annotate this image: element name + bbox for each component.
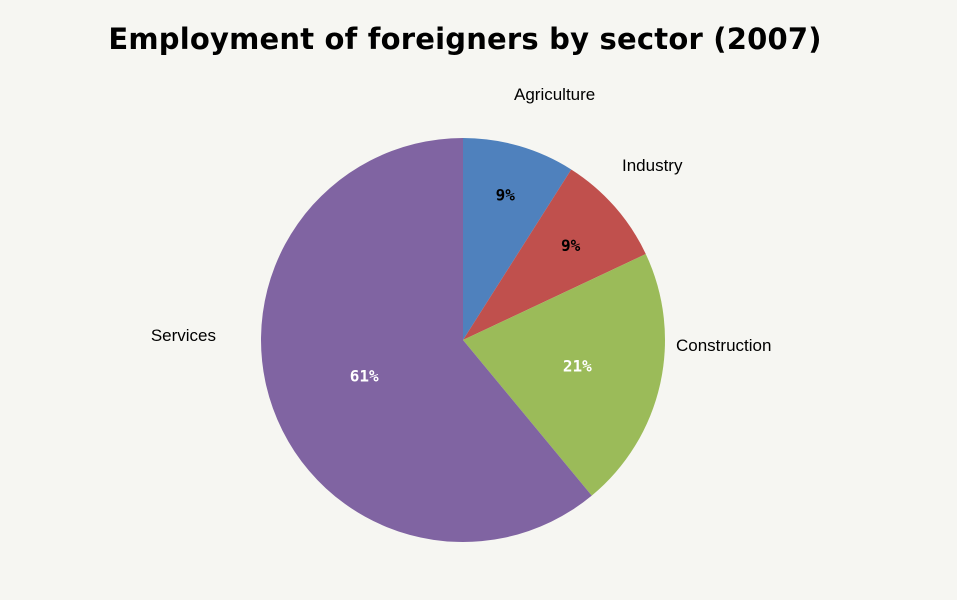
category-label-industry: Industry bbox=[622, 156, 683, 175]
data-label-agriculture: 9% bbox=[496, 186, 516, 205]
chart-title: Employment of foreigners by sector (2007… bbox=[108, 22, 822, 56]
data-label-industry: 9% bbox=[561, 236, 581, 255]
category-label-construction: Construction bbox=[676, 336, 771, 355]
pie-slice-industry bbox=[463, 169, 646, 340]
category-label-agriculture: Agriculture bbox=[514, 85, 595, 104]
pie-slice-services bbox=[261, 138, 592, 542]
category-label-services: Services bbox=[151, 326, 216, 345]
data-label-services: 61% bbox=[350, 367, 379, 386]
pie-slice-agriculture bbox=[463, 138, 572, 340]
pie-slice-construction bbox=[463, 253, 666, 496]
data-label-construction: 21% bbox=[563, 357, 592, 376]
